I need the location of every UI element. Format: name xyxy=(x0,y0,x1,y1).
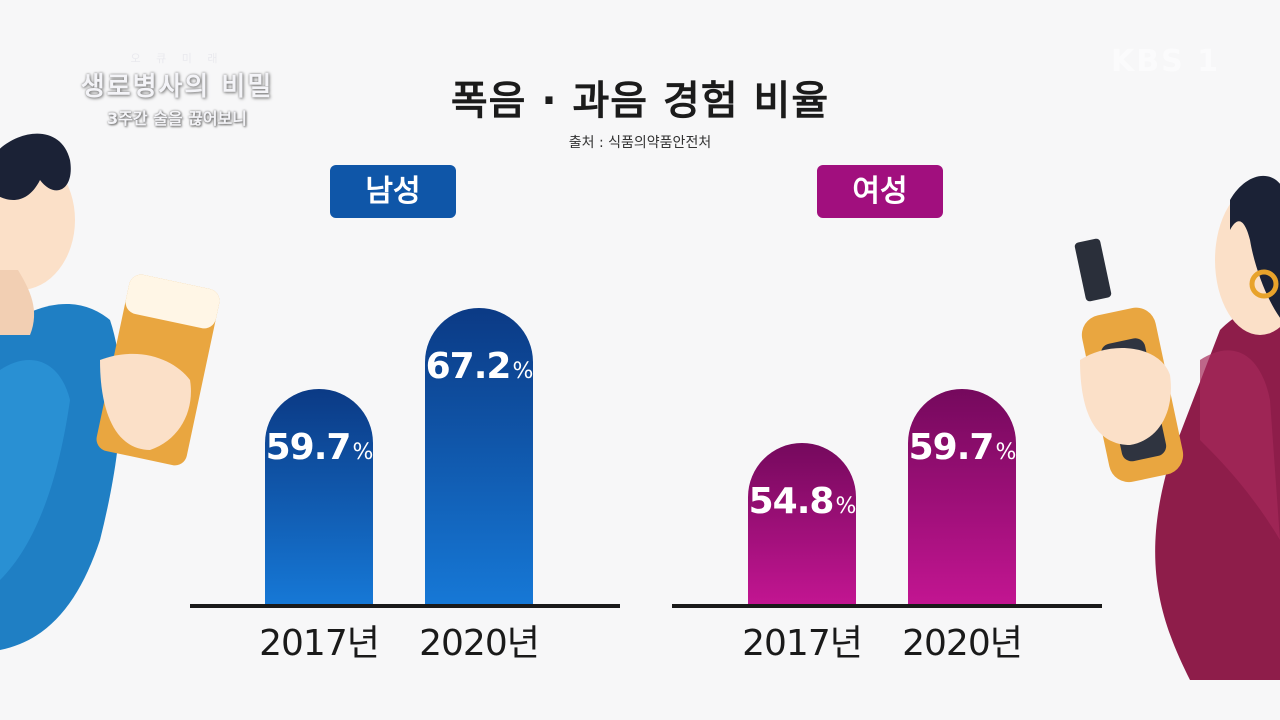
female-value-label-2: 59.7% xyxy=(897,427,1027,468)
male-value-label-2: 67.2% xyxy=(414,346,544,387)
logo-top-text: 오 큐 미 래 xyxy=(130,52,224,65)
male-bar-2 xyxy=(425,307,533,604)
female-value-label-1: 54.8% xyxy=(737,481,867,522)
female-x-label-2: 2020년 xyxy=(902,623,1023,664)
value-number: 59.7 xyxy=(265,427,352,469)
female-bar-2 xyxy=(908,389,1016,604)
male-bar-1 xyxy=(265,389,373,604)
female-bar-1 xyxy=(748,442,856,604)
value-unit: % xyxy=(835,493,856,519)
male-value-label-1: 59.7% xyxy=(254,427,384,468)
program-logo: 오 큐 미 래 생로병사의 비밀 3주간 술을 끊어보니 xyxy=(72,50,282,129)
value-unit: % xyxy=(512,358,533,384)
female-x-label-1: 2017년 xyxy=(742,623,863,664)
woman-with-bottle-illustration xyxy=(1074,175,1280,680)
chart-source: 출처 : 식품의약품안전처 xyxy=(568,135,712,151)
male-x-label-2: 2020년 xyxy=(419,623,540,664)
chart-title: 폭음 · 과음 경험 비율 xyxy=(450,78,830,124)
female-group-badge: 여성 xyxy=(817,165,943,218)
value-number: 59.7 xyxy=(908,427,995,469)
value-number: 54.8 xyxy=(748,480,835,522)
male-x-label-1: 2017년 xyxy=(259,623,380,664)
logo-subtitle-text: 3주간 술을 끊어보니 xyxy=(106,109,248,128)
value-unit: % xyxy=(995,440,1016,466)
value-number: 67.2 xyxy=(425,345,512,387)
logo-title-text: 생로병사의 비밀 xyxy=(80,72,274,102)
female-baseline xyxy=(672,604,1102,608)
male-baseline xyxy=(190,604,620,608)
man-with-beer-illustration xyxy=(0,133,220,650)
value-unit: % xyxy=(352,440,373,466)
broadcaster-watermark: KBS 1 xyxy=(1110,44,1220,79)
male-group-badge: 남성 xyxy=(330,165,456,218)
